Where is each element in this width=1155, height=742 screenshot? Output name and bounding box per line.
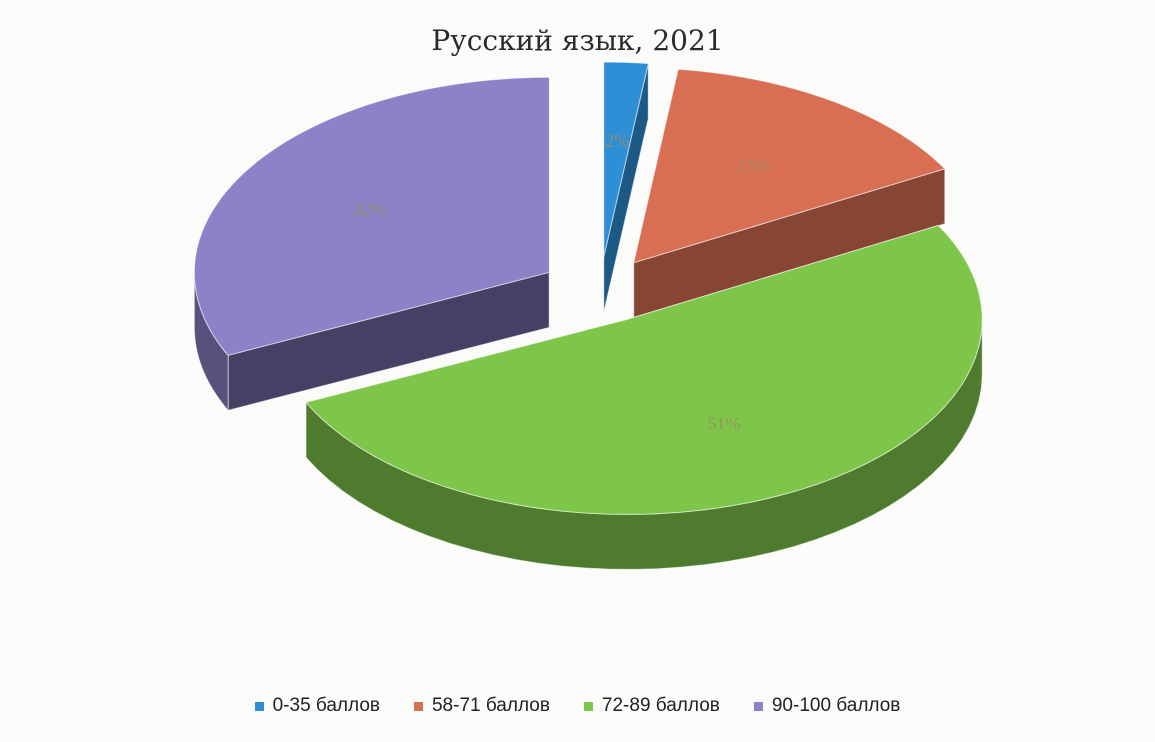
pie-labels: 2% 15% 51% 32% — [353, 130, 770, 433]
legend-label: 58-71 баллов — [431, 695, 550, 716]
legend-label: 0-35 баллов — [272, 695, 380, 716]
data-label-2: 51% — [707, 414, 740, 434]
data-label-3: 32% — [353, 200, 386, 220]
slice-3-top — [193, 76, 550, 356]
legend-item: 72-89 баллов — [583, 695, 720, 717]
legend: 0-35 баллов 58-71 баллов 72-89 баллов 90-10… — [0, 695, 1155, 717]
data-label-1: 15% — [737, 156, 770, 176]
legend-swatch — [413, 701, 423, 711]
data-label-0: 2% — [605, 130, 629, 150]
legend-swatch — [583, 701, 593, 711]
legend-item: 58-71 баллов — [413, 695, 550, 717]
slice-2-top — [305, 224, 983, 515]
legend-item: 0-35 баллов — [254, 695, 380, 717]
pie-tops — [193, 61, 983, 515]
legend-label: 72-89 баллов — [601, 695, 720, 716]
slice-1-top — [633, 68, 946, 264]
legend-swatch — [254, 701, 264, 711]
slice-0-top — [603, 61, 649, 258]
legend-label: 90-100 баллов — [771, 695, 901, 716]
chart-title: Русский язык, 2021 — [431, 24, 724, 57]
legend-item: 90-100 баллов — [753, 695, 901, 717]
legend-swatch — [753, 701, 763, 711]
